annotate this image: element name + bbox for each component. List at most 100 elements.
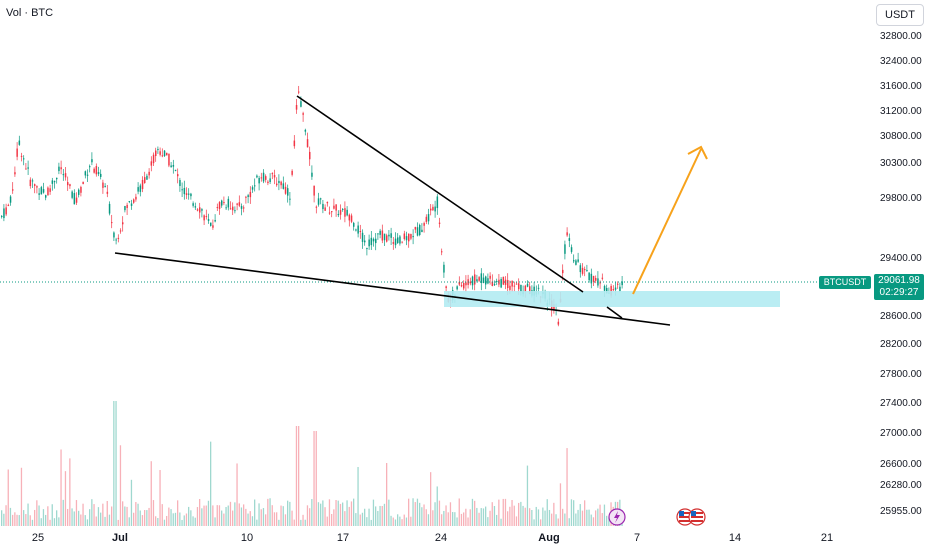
volume-bar bbox=[434, 502, 436, 526]
volume-bar bbox=[535, 506, 537, 526]
volume-bar bbox=[445, 505, 447, 526]
volume-bar bbox=[386, 463, 388, 526]
candle bbox=[232, 206, 234, 211]
candle bbox=[557, 321, 560, 325]
candle bbox=[586, 270, 588, 272]
candle bbox=[465, 282, 467, 286]
volume-bar bbox=[564, 513, 566, 526]
candle bbox=[14, 172, 16, 175]
price-tick-label: 31200.00 bbox=[880, 106, 922, 117]
candle bbox=[311, 172, 313, 177]
volume-bar bbox=[419, 502, 421, 526]
volume-bar bbox=[361, 512, 364, 526]
volume-bar bbox=[71, 508, 73, 526]
volume-bar bbox=[12, 514, 14, 526]
volume-bar bbox=[183, 515, 185, 526]
candle bbox=[86, 174, 89, 176]
volume-bar bbox=[359, 514, 361, 526]
volume-bar bbox=[592, 517, 595, 526]
volume-bar bbox=[38, 505, 40, 526]
candle bbox=[227, 198, 230, 208]
candle bbox=[425, 216, 428, 222]
volume-bar bbox=[232, 510, 234, 526]
candle bbox=[520, 284, 522, 293]
candle bbox=[392, 242, 395, 244]
candle bbox=[212, 225, 214, 228]
volume-bar bbox=[441, 514, 443, 526]
volume-bar bbox=[526, 465, 529, 526]
candle bbox=[562, 269, 564, 274]
candle bbox=[1, 215, 3, 217]
volume-bar bbox=[320, 503, 322, 526]
volume-bar bbox=[586, 509, 588, 526]
volume-bar bbox=[372, 499, 375, 526]
volume-bar bbox=[262, 508, 265, 526]
volume-bar bbox=[427, 514, 430, 526]
candle bbox=[97, 172, 100, 175]
candle bbox=[507, 280, 509, 289]
candle bbox=[280, 181, 282, 186]
volume-bar bbox=[115, 401, 117, 526]
volume-bar bbox=[192, 516, 194, 526]
candle bbox=[500, 279, 502, 288]
candle bbox=[614, 287, 617, 290]
volume-bar bbox=[579, 504, 581, 526]
volume-bar bbox=[9, 507, 12, 526]
candle bbox=[359, 231, 362, 233]
volume-bar bbox=[166, 515, 168, 526]
volume-bar bbox=[568, 518, 570, 526]
candle bbox=[335, 204, 337, 211]
currency-button[interactable]: USDT bbox=[876, 4, 924, 26]
candle bbox=[469, 281, 472, 284]
candle bbox=[515, 283, 518, 285]
candle bbox=[144, 177, 146, 184]
candle bbox=[302, 113, 304, 115]
volume-bar bbox=[293, 519, 295, 526]
volume-bar bbox=[258, 503, 260, 526]
candle bbox=[51, 180, 54, 184]
candle bbox=[315, 206, 318, 208]
volume-bar bbox=[119, 445, 122, 526]
candle bbox=[320, 198, 322, 200]
volume-bar bbox=[474, 500, 476, 526]
volume-bar bbox=[144, 510, 146, 526]
volume-bar bbox=[172, 513, 174, 526]
volume-bar bbox=[29, 515, 31, 526]
volume-bar bbox=[271, 505, 273, 526]
volume-bar bbox=[49, 519, 51, 526]
candle bbox=[430, 208, 432, 211]
candle bbox=[27, 167, 29, 169]
price-tick-label: 28200.00 bbox=[880, 339, 922, 350]
volume-bar bbox=[333, 509, 335, 526]
volume-bar bbox=[309, 508, 311, 526]
price-axis: 32800.00 32400.00 31600.00 31200.00 30800.00… bbox=[880, 31, 922, 517]
candle bbox=[238, 202, 241, 206]
candle bbox=[196, 209, 199, 211]
candle bbox=[25, 168, 27, 170]
volume-bar bbox=[42, 509, 45, 526]
countdown-value: 02:29:27 bbox=[879, 287, 919, 298]
candle bbox=[240, 206, 243, 209]
candle bbox=[610, 285, 612, 296]
candle bbox=[357, 225, 359, 234]
volume-bar bbox=[181, 519, 183, 526]
volume-bar bbox=[104, 516, 106, 526]
candle bbox=[148, 171, 150, 176]
volume-bar bbox=[216, 505, 218, 526]
volume-bar bbox=[148, 507, 150, 526]
candle bbox=[309, 151, 311, 160]
volume-bar bbox=[53, 518, 56, 526]
volume-bar bbox=[159, 470, 161, 526]
candle bbox=[89, 166, 91, 168]
volume-bar bbox=[449, 502, 452, 526]
volume-bar bbox=[130, 479, 133, 526]
volume-bar bbox=[368, 508, 370, 526]
candle bbox=[408, 233, 410, 242]
volume-bar bbox=[478, 512, 480, 526]
volume-bar bbox=[97, 507, 100, 526]
volume-bar bbox=[78, 510, 80, 526]
candle bbox=[476, 279, 478, 282]
candle bbox=[243, 207, 245, 209]
candle bbox=[526, 283, 529, 287]
